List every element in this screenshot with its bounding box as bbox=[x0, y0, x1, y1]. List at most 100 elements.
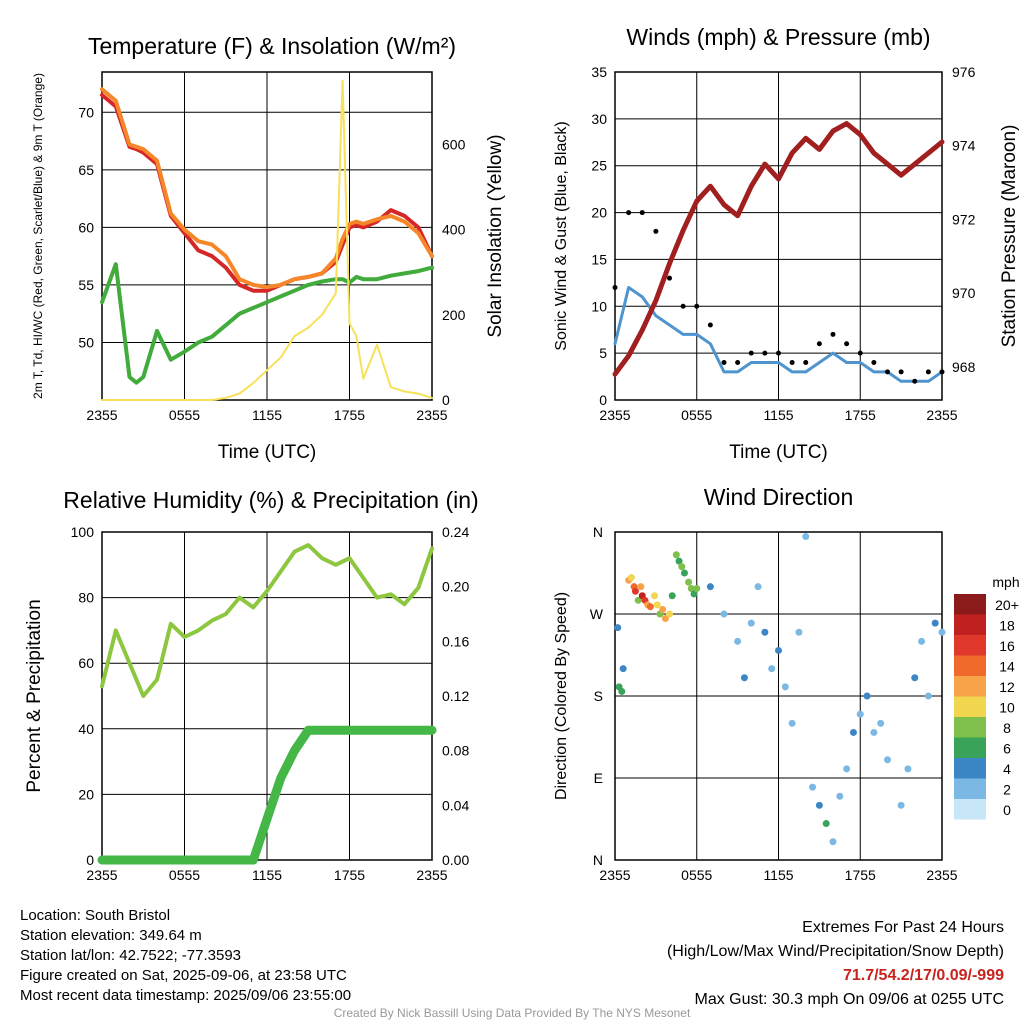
x-tick-label: 2355 bbox=[416, 867, 447, 883]
x-tick-label: 0555 bbox=[681, 407, 712, 423]
direction-point bbox=[618, 687, 626, 695]
gust-point bbox=[680, 303, 686, 309]
direction-point bbox=[836, 792, 844, 800]
direction-point bbox=[815, 801, 823, 809]
direction-point bbox=[870, 728, 878, 736]
x-tick-label: 1755 bbox=[334, 867, 365, 883]
direction-point bbox=[856, 710, 864, 718]
legend-label: 18 bbox=[999, 618, 1015, 634]
y-tick-label: S bbox=[594, 688, 603, 704]
legend-swatch bbox=[954, 614, 986, 635]
direction-point bbox=[666, 610, 673, 618]
direction-point bbox=[924, 692, 932, 700]
direction-point bbox=[795, 628, 803, 636]
direction-point bbox=[680, 569, 688, 577]
legend-label: 10 bbox=[999, 700, 1015, 716]
y-tick-label: 15 bbox=[591, 251, 607, 267]
x-tick-label: 1155 bbox=[252, 867, 282, 883]
max-gust: Max Gust: 30.3 mph On 09/06 at 0255 UTC bbox=[694, 991, 1005, 1008]
direction-point bbox=[659, 605, 667, 613]
direction-point bbox=[627, 574, 635, 582]
gust-point bbox=[612, 285, 618, 291]
direction-point bbox=[672, 551, 680, 559]
x-tick-label: 2355 bbox=[926, 407, 957, 423]
x-tick-label: 1155 bbox=[763, 867, 793, 883]
temp-series-1 bbox=[100, 87, 434, 290]
y2-tick-label: 600 bbox=[442, 136, 466, 152]
legend-swatch bbox=[954, 594, 986, 615]
y-tick-label: 5 bbox=[599, 345, 607, 361]
y-tick-label: 70 bbox=[78, 104, 94, 120]
gust-point bbox=[626, 210, 632, 216]
direction-point bbox=[687, 584, 695, 592]
y-tick-label: 0 bbox=[86, 852, 94, 868]
station-location: Location: South Bristol bbox=[20, 907, 171, 924]
x-tick-label: 1155 bbox=[252, 407, 282, 423]
x-tick-label: 0555 bbox=[169, 867, 200, 883]
y-tick-label: 20 bbox=[78, 786, 94, 802]
direction-point bbox=[918, 637, 926, 645]
y2-axis-label: Solar Insolation (Yellow) bbox=[485, 134, 506, 337]
direction-point bbox=[740, 674, 748, 682]
precip-series bbox=[97, 725, 437, 865]
direction-point bbox=[646, 603, 654, 611]
y2-tick-label: 970 bbox=[952, 285, 976, 301]
y-tick-label: 55 bbox=[78, 277, 94, 293]
gust-point bbox=[653, 228, 659, 234]
legend-label: 6 bbox=[1003, 741, 1011, 757]
x-tick-label: 0555 bbox=[169, 407, 200, 423]
legend-swatch bbox=[954, 758, 986, 779]
figure-created: Figure created on Sat, 2025-09-06, at 23… bbox=[20, 967, 347, 984]
rh-series bbox=[100, 543, 434, 698]
direction-point bbox=[631, 587, 639, 595]
direction-point bbox=[690, 590, 698, 598]
direction-point bbox=[685, 578, 693, 586]
gust-point bbox=[816, 341, 822, 347]
legend-label: 4 bbox=[1003, 761, 1011, 777]
gust-point bbox=[667, 275, 672, 281]
direction-point bbox=[693, 584, 701, 592]
x-tick-label: 1155 bbox=[763, 407, 793, 423]
gust-point bbox=[857, 350, 863, 356]
direction-point bbox=[653, 601, 661, 609]
direction-point bbox=[829, 838, 837, 846]
direction-point bbox=[678, 563, 686, 571]
gust-point bbox=[830, 331, 836, 337]
gust-point bbox=[885, 369, 890, 375]
y-tick-label: 30 bbox=[591, 111, 607, 127]
gust-point bbox=[748, 350, 754, 356]
y2-tick-label: 0 bbox=[442, 392, 450, 408]
y-tick-label: W bbox=[590, 606, 604, 622]
y-tick-label: 40 bbox=[78, 721, 94, 737]
y-tick-label: 60 bbox=[78, 655, 94, 671]
gust-point bbox=[762, 350, 768, 356]
direction-point bbox=[897, 801, 905, 809]
gust-point bbox=[844, 341, 850, 347]
y-axis-label: 2m T, Td, HI/WC (Red, Green, Scarlet/Blu… bbox=[31, 73, 45, 399]
direction-point bbox=[781, 683, 789, 691]
y2-tick-label: 0.12 bbox=[442, 688, 469, 704]
extremes-title: Extremes For Past 24 Hours bbox=[802, 919, 1004, 936]
legend-swatch bbox=[954, 717, 986, 738]
gust-point bbox=[639, 210, 645, 216]
y2-tick-label: 974 bbox=[952, 138, 976, 154]
station-elevation: Station elevation: 349.64 m bbox=[20, 927, 202, 944]
y-tick-label: 50 bbox=[78, 334, 94, 350]
y2-tick-label: 0.16 bbox=[442, 633, 469, 649]
y2-tick-label: 0.24 bbox=[442, 524, 469, 540]
y2-tick-label: 200 bbox=[442, 307, 466, 323]
direction-point bbox=[747, 619, 755, 627]
direction-point bbox=[619, 665, 627, 673]
x-axis-label: Time (UTC) bbox=[218, 442, 317, 463]
direction-point bbox=[734, 637, 742, 645]
gust-point bbox=[871, 360, 877, 366]
gust-point bbox=[776, 350, 781, 356]
legend-title: mph bbox=[992, 574, 1019, 590]
direction-point bbox=[822, 820, 830, 828]
x-tick-label: 1755 bbox=[845, 407, 876, 423]
x-tick-label: 2355 bbox=[86, 867, 117, 883]
station-latlon: Station lat/lon: 42.7522; -77.3593 bbox=[20, 947, 242, 964]
temp-series-3 bbox=[101, 79, 433, 401]
direction-point bbox=[634, 596, 642, 604]
direction-point bbox=[788, 719, 796, 727]
